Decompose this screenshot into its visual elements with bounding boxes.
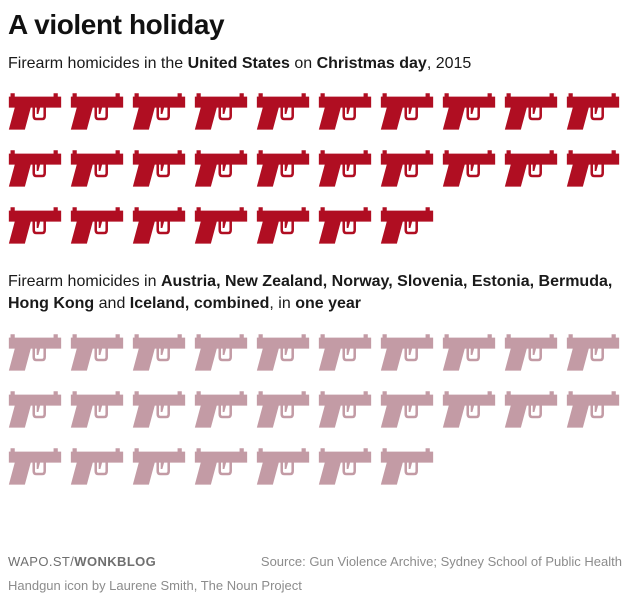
subtitle-countries: Firearm homicides in Austria, New Zealan…	[8, 271, 622, 314]
handgun-icon	[566, 388, 620, 430]
handgun-icon	[318, 204, 372, 246]
handgun-icon	[504, 331, 558, 373]
pictogram-row	[8, 204, 622, 246]
handgun-icon	[566, 90, 620, 132]
subtitle-us-bold-christmas-day: Christmas day	[316, 54, 427, 72]
handgun-icon	[256, 204, 310, 246]
handgun-icon	[132, 147, 186, 189]
footer-line: WAPO.ST/WONKBLOG Source: Gun Violence Ar…	[8, 554, 622, 571]
handgun-icon	[442, 331, 496, 373]
source-credit: Source: Gun Violence Archive; Sydney Sch…	[260, 554, 622, 570]
subtitle-countries-bold-one-year: one year	[295, 294, 361, 312]
handgun-icon	[256, 147, 310, 189]
handgun-icon	[566, 331, 620, 373]
pictogram-countries-combined	[8, 331, 622, 502]
handgun-icon	[194, 90, 248, 132]
handgun-icon	[8, 147, 62, 189]
subtitle-countries-part: and	[94, 294, 130, 312]
handgun-icon	[194, 331, 248, 373]
handgun-icon	[380, 204, 434, 246]
footer: WAPO.ST/WONKBLOG Source: Gun Violence Ar…	[8, 554, 622, 595]
handgun-icon	[132, 331, 186, 373]
handgun-icon	[318, 331, 372, 373]
handgun-icon	[318, 445, 372, 487]
handgun-icon	[318, 388, 372, 430]
subtitle-us-part: , 2015	[426, 54, 472, 72]
subtitle-us-part: on	[289, 54, 317, 72]
pictogram-row	[8, 445, 622, 487]
handgun-icon	[318, 90, 372, 132]
handgun-icon	[318, 147, 372, 189]
handgun-icon	[442, 147, 496, 189]
handgun-icon	[194, 445, 248, 487]
subtitle-countries-part: Firearm homicides in	[8, 273, 161, 291]
subtitle-countries-bold-list: Austria, New Zealand, Norway, Slovenia, …	[8, 273, 613, 312]
handgun-icon	[8, 90, 62, 132]
handgun-icon	[442, 90, 496, 132]
handgun-icon	[8, 445, 62, 487]
handgun-icon	[70, 90, 124, 132]
handgun-icon	[256, 331, 310, 373]
handgun-icon	[380, 331, 434, 373]
subtitle-countries-bold-iceland: Iceland, combined	[129, 294, 270, 312]
icon-credit: Handgun icon by Laurene Smith, The Noun …	[8, 578, 302, 594]
handgun-icon	[132, 388, 186, 430]
handgun-icon	[194, 204, 248, 246]
handgun-icon	[256, 90, 310, 132]
handgun-icon	[70, 147, 124, 189]
handgun-icon	[70, 331, 124, 373]
page-title: A violent holiday	[8, 9, 225, 40]
handgun-icon	[504, 147, 558, 189]
handgun-icon	[132, 204, 186, 246]
handgun-icon	[566, 147, 620, 189]
handgun-icon	[380, 445, 434, 487]
pictogram-row	[8, 147, 622, 189]
handgun-icon	[256, 445, 310, 487]
handgun-icon	[194, 147, 248, 189]
wonkblog-brand: WAPO.ST/WONKBLOG	[8, 554, 156, 571]
pictogram-row	[8, 331, 622, 373]
handgun-icon	[442, 388, 496, 430]
handgun-icon	[256, 388, 310, 430]
handgun-icon	[132, 90, 186, 132]
subtitle-countries-part: , in	[269, 294, 296, 312]
pictogram-row	[8, 388, 622, 430]
subtitle-us: Firearm homicides in the United States o…	[8, 53, 622, 75]
handgun-icon	[132, 445, 186, 487]
handgun-icon	[194, 388, 248, 430]
pictogram-row	[8, 90, 622, 132]
brand-wonkblog: WONKBLOG	[74, 554, 157, 570]
pictogram-us-christmas	[8, 90, 622, 261]
subtitle-us-bold-united-states: United States	[187, 54, 290, 72]
handgun-icon	[380, 388, 434, 430]
brand-prefix: WAPO.ST/	[8, 554, 75, 570]
handgun-icon	[8, 204, 62, 246]
handgun-icon	[8, 331, 62, 373]
handgun-icon	[380, 90, 434, 132]
handgun-icon	[70, 388, 124, 430]
handgun-icon	[504, 388, 558, 430]
handgun-icon	[70, 204, 124, 246]
handgun-icon	[380, 147, 434, 189]
handgun-icon	[504, 90, 558, 132]
handgun-icon	[70, 445, 124, 487]
handgun-icon	[8, 388, 62, 430]
subtitle-us-part: Firearm homicides in the	[8, 54, 188, 72]
